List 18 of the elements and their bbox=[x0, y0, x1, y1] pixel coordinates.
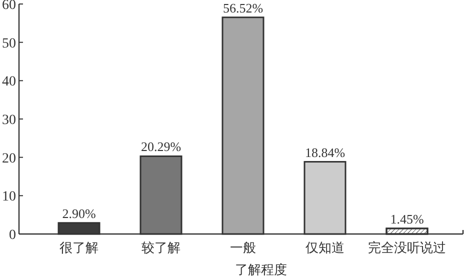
x-tick-label: 一般 bbox=[230, 240, 256, 255]
x-axis-title: 了解程度 bbox=[235, 262, 287, 277]
y-tick-label: 50 bbox=[2, 36, 16, 52]
y-tick-label: 20 bbox=[2, 151, 16, 166]
y-tick-label: 60 bbox=[2, 0, 16, 13]
y-tick-label: 40 bbox=[2, 74, 16, 90]
data-label: 56.52% bbox=[222, 0, 264, 16]
data-label: 1.45% bbox=[390, 211, 424, 226]
y-tick-label: 10 bbox=[2, 190, 16, 205]
x-tick-label: 完全没听说过 bbox=[368, 240, 446, 255]
x-tick-label: 仅知道 bbox=[306, 240, 344, 255]
data-label: 2.90% bbox=[62, 206, 96, 221]
x-tick-label: 较了解 bbox=[142, 240, 180, 255]
x-tick-label: 很了解 bbox=[60, 240, 98, 255]
y-tick-label: 30 bbox=[2, 113, 16, 128]
y-tick-label: 0 bbox=[9, 228, 16, 243]
data-label: 18.84% bbox=[304, 144, 346, 160]
data-label: 20.29% bbox=[140, 139, 182, 154]
